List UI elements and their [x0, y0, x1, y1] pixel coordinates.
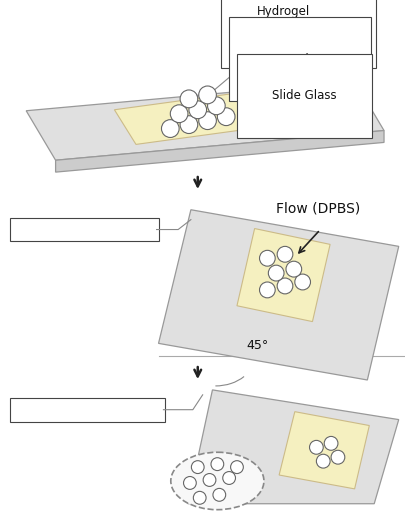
Circle shape [277, 278, 292, 294]
Circle shape [222, 472, 235, 484]
Circle shape [230, 461, 243, 474]
Circle shape [294, 274, 310, 290]
Circle shape [259, 250, 275, 266]
Text: Mucus layer: Mucus layer [258, 53, 335, 111]
Circle shape [161, 119, 179, 138]
FancyBboxPatch shape [9, 218, 158, 241]
Circle shape [198, 86, 216, 104]
Polygon shape [158, 210, 398, 380]
Circle shape [285, 261, 301, 277]
Circle shape [309, 440, 322, 454]
Circle shape [212, 489, 225, 501]
Text: Detached particles, $W_d$: Detached particles, $W_d$ [18, 401, 155, 418]
Circle shape [259, 282, 275, 298]
Polygon shape [278, 412, 369, 489]
Polygon shape [188, 390, 398, 504]
Polygon shape [26, 81, 383, 160]
Circle shape [188, 101, 206, 119]
Circle shape [198, 112, 216, 130]
Circle shape [193, 491, 206, 504]
Circle shape [315, 454, 329, 468]
Text: Slide Glass: Slide Glass [272, 89, 337, 128]
Text: Hydrogel
microparticles: Hydrogel microparticles [204, 5, 340, 98]
Circle shape [202, 474, 215, 486]
FancyBboxPatch shape [9, 398, 165, 421]
Circle shape [207, 97, 225, 115]
Circle shape [330, 450, 344, 464]
Circle shape [180, 90, 197, 108]
Text: Attached particles, $W_a$: Attached particles, $W_a$ [17, 221, 150, 238]
Ellipse shape [171, 452, 263, 510]
Circle shape [324, 436, 337, 450]
Circle shape [277, 247, 292, 262]
Circle shape [217, 108, 234, 126]
Text: Flow (DPBS): Flow (DPBS) [275, 202, 360, 216]
Circle shape [183, 477, 196, 490]
Circle shape [211, 458, 223, 470]
Circle shape [191, 461, 204, 474]
Polygon shape [114, 90, 280, 144]
Circle shape [170, 105, 188, 123]
Polygon shape [237, 229, 329, 322]
Polygon shape [55, 131, 383, 172]
Circle shape [180, 116, 197, 133]
Circle shape [268, 265, 284, 281]
Text: 45°: 45° [246, 339, 269, 352]
